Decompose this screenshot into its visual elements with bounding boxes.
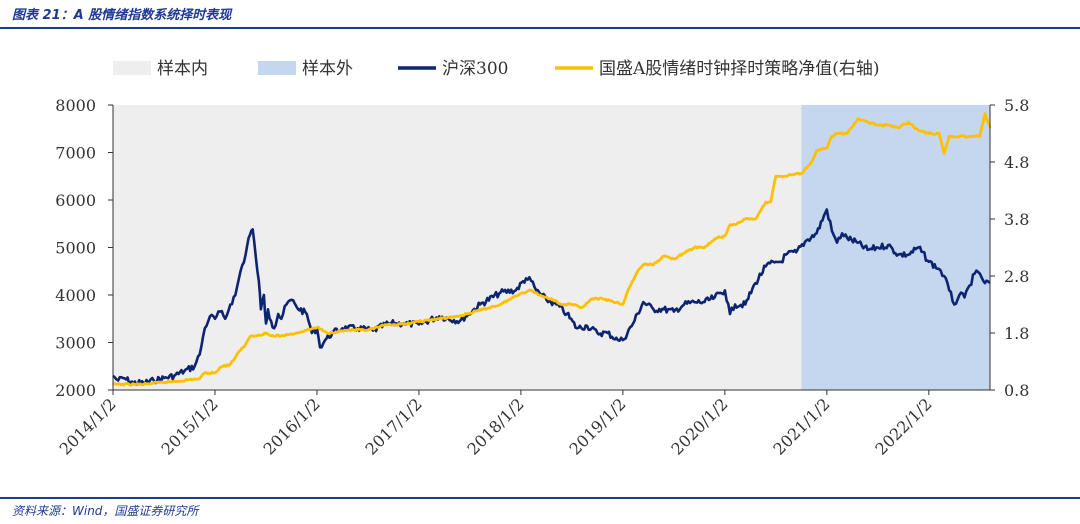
out-of-sample-band	[801, 105, 990, 390]
y-left-tick-label: 8000	[55, 96, 96, 115]
x-tick-label: 2019/1/2	[565, 394, 629, 458]
x-tick-label: 2016/1/2	[260, 394, 324, 458]
legend-label-strategy: 国盛A股情绪时钟择时策略净值(右轴)	[599, 59, 880, 79]
y-left-tick-label: 6000	[55, 191, 96, 210]
in-sample-band	[113, 105, 802, 390]
legend: 样本内 样本外 沪深300 国盛A股情绪时钟择时策略净值(右轴)	[113, 59, 880, 79]
x-tick-label: 2017/1/2	[362, 394, 426, 458]
plot-area	[112, 105, 992, 390]
series-line-strategy	[112, 112, 992, 387]
legend-label-hs300: 沪深300	[442, 59, 508, 79]
legend-label-in_sample: 样本内	[157, 59, 208, 79]
y-right-tick-label: 2.8	[1004, 267, 1029, 286]
x-tick-label: 2018/1/2	[463, 394, 527, 458]
legend-swatch-out_sample	[258, 61, 296, 75]
y-right-tick-label: 5.8	[1004, 96, 1029, 115]
y-right-tick-label: 3.8	[1004, 210, 1029, 229]
y-left-tick-label: 7000	[55, 144, 96, 163]
x-tick-label: 2014/1/2	[56, 394, 120, 458]
y-right-tick-label: 0.8	[1004, 381, 1029, 400]
y-left-tick-label: 4000	[55, 286, 96, 305]
x-tick-label: 2022/1/2	[871, 394, 935, 458]
figure-title: 图表 21：A 股情绪指数系统择时表现	[12, 8, 232, 23]
series-line-hs300	[112, 208, 991, 386]
bottom-rule	[0, 497, 1080, 499]
x-tick-label: 2015/1/2	[158, 394, 222, 458]
y-left-tick-label: 3000	[55, 334, 96, 353]
y-right-tick-label: 4.8	[1004, 153, 1029, 172]
y-left-tick-label: 5000	[55, 239, 96, 258]
x-tick-label: 2020/1/2	[667, 394, 731, 458]
source-note: 资料来源：Wind，国盛证券研究所	[12, 504, 199, 518]
y-left-tick-label: 2000	[55, 381, 96, 400]
x-tick-label: 2021/1/2	[769, 394, 833, 458]
y-right-tick-label: 1.8	[1004, 324, 1029, 343]
top-rule	[0, 27, 1080, 29]
legend-swatch-in_sample	[113, 61, 151, 75]
legend-label-out_sample: 样本外	[302, 59, 353, 79]
